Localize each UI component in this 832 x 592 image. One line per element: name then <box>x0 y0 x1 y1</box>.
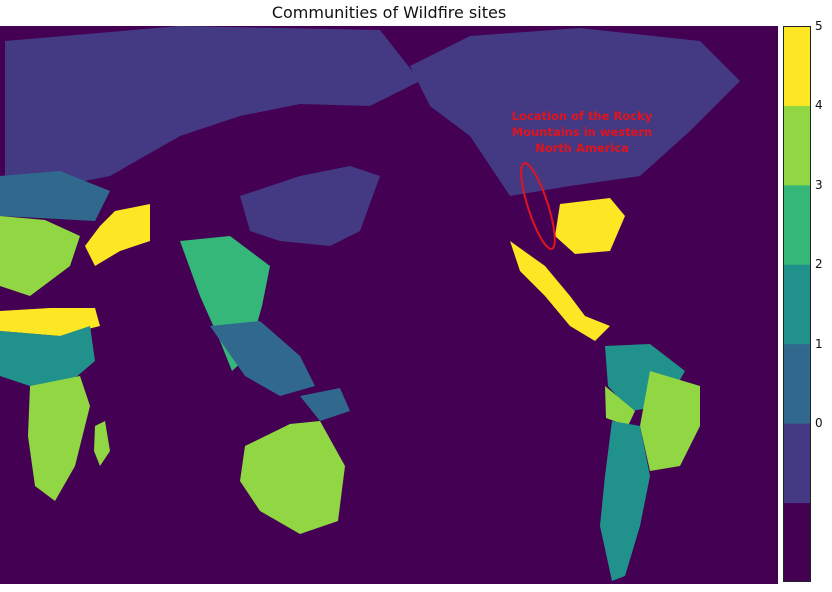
region-sahel-band <box>0 308 100 336</box>
colorbar-tick-label: 5 <box>815 19 823 33</box>
colorbar-frame <box>783 26 811 582</box>
chart-title: Communities of Wildfire sites <box>271 3 507 22</box>
region-southeast-asia <box>210 321 315 396</box>
colorbar-bin <box>783 26 811 106</box>
colorbar-bin <box>783 502 811 582</box>
colorbar-bins <box>783 26 811 582</box>
land-layer <box>0 26 740 581</box>
rocky-mountains-annotation: Location of the Rocky Mountains in weste… <box>452 108 712 156</box>
region-southeast-asia <box>300 388 350 421</box>
region-southeastern-united-states <box>555 198 625 254</box>
colorbar-tick-label: 3 <box>815 177 823 192</box>
region-eastern-europe-western-russia <box>0 171 110 221</box>
annotation-line: Location of the Rocky <box>511 109 653 123</box>
colorbar <box>783 26 811 582</box>
colorbar-ticks <box>810 26 811 424</box>
region-brazilian-cerrado <box>640 371 700 471</box>
colorbar-tick-label: 1 <box>815 336 823 351</box>
wildfire-community-map <box>0 26 778 584</box>
region-andes <box>600 421 650 581</box>
colorbar-bin <box>783 423 811 504</box>
colorbar-tick-label: 0 <box>815 416 823 431</box>
region-brazilian-cerrado <box>605 386 635 426</box>
region-central-america <box>510 241 610 341</box>
annotation-line: North America <box>535 141 629 155</box>
annotation-line: Mountains in western <box>511 125 653 139</box>
colorbar-tick-label: 2 <box>815 257 823 272</box>
colorbar-bin <box>783 343 811 424</box>
region-sahel-band <box>85 204 150 266</box>
colorbar-bin <box>783 184 811 265</box>
colorbar-bin <box>783 105 811 186</box>
rocky-mountains-marker <box>520 162 556 250</box>
region-canada-alaska <box>410 28 740 196</box>
colorbar-tick-label: 4 <box>815 98 823 113</box>
region-southern-africa <box>28 376 90 501</box>
region-northern-eurasia <box>5 26 420 186</box>
region-southern-africa <box>0 216 80 296</box>
region-madagascar <box>94 421 110 466</box>
region-china <box>240 166 380 246</box>
colorbar-bin <box>783 264 811 345</box>
region-central-africa <box>0 326 95 386</box>
region-australia <box>240 421 345 534</box>
